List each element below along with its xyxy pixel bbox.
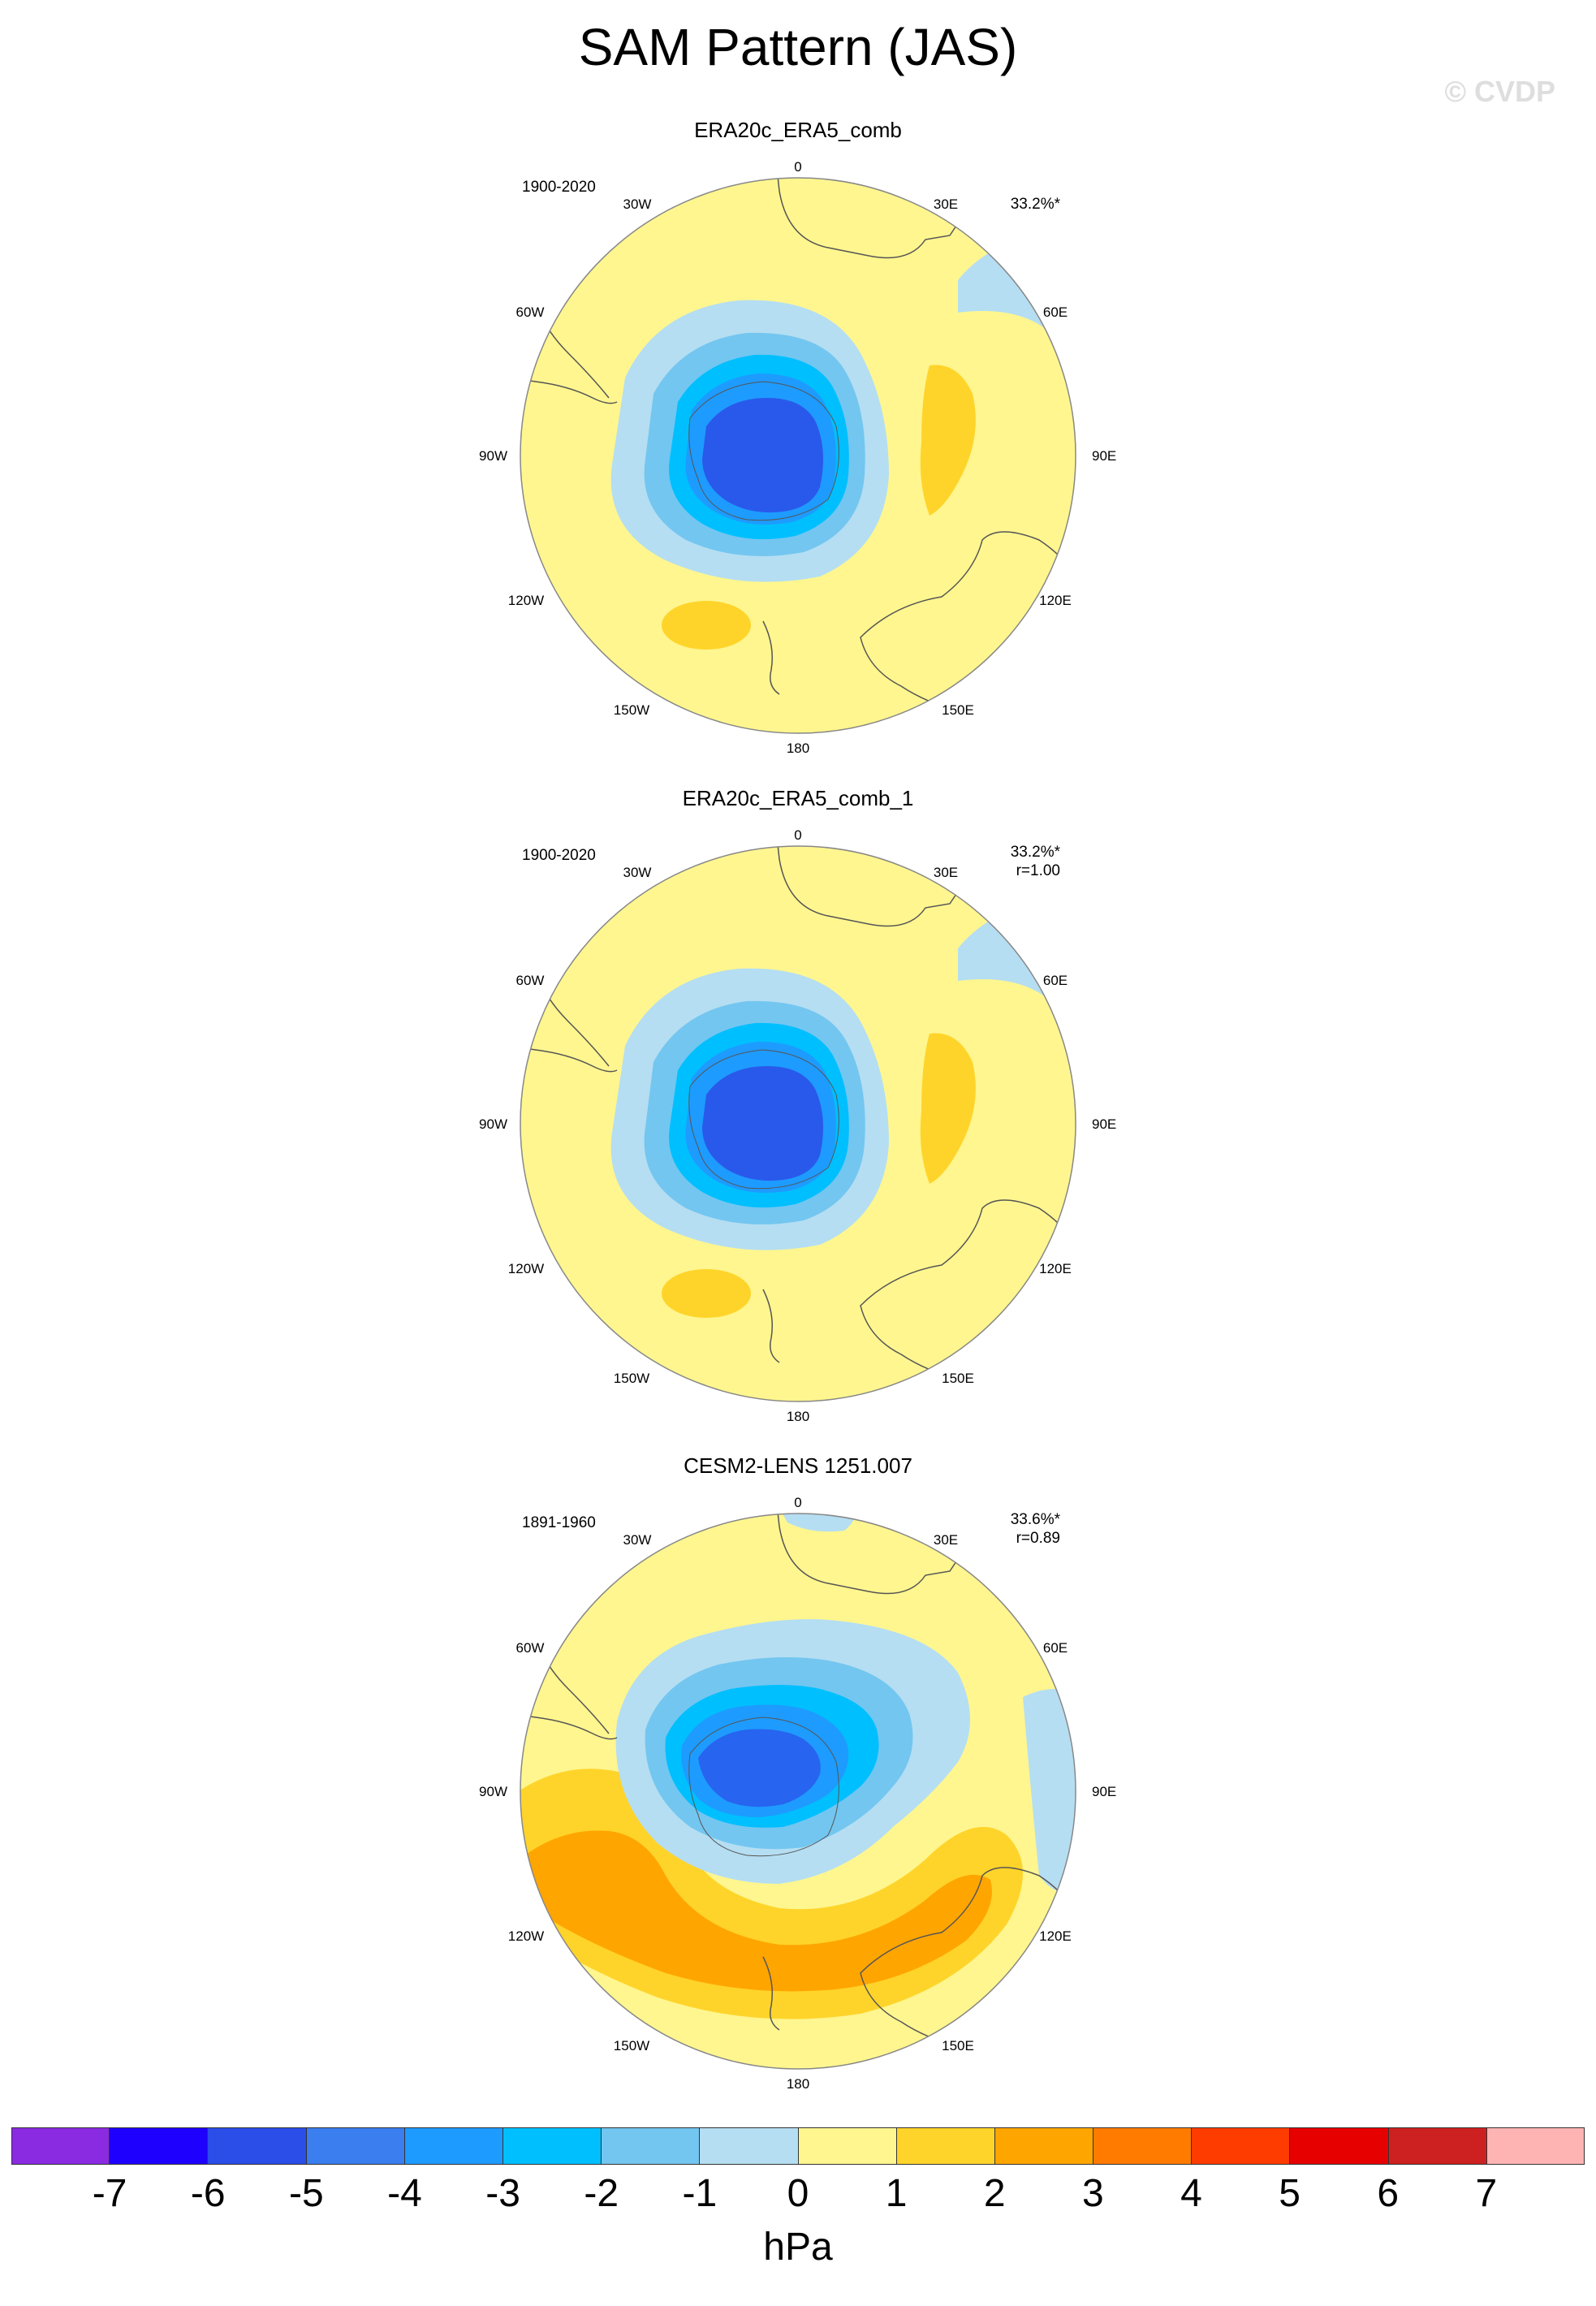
lon-label: 180: [787, 741, 809, 756]
lon-label: 90E: [1092, 448, 1116, 464]
polar-map: 0 30E 60E 90E 120E 150E 180 150W 120W 90…: [479, 159, 1116, 756]
colorbar-tick-label: 7: [1475, 2172, 1498, 2215]
lon-label: 120W: [508, 1928, 544, 1944]
colorbar-swatch: [700, 2127, 799, 2165]
panel-title: ERA20c_ERA5_comb: [694, 118, 902, 142]
lon-label: 90W: [479, 1116, 507, 1132]
colorbar-tick-label: 3: [1082, 2172, 1104, 2215]
colorbar-swatch: [208, 2127, 307, 2165]
colorbar-tick-label: -2: [584, 2172, 619, 2215]
lon-label: 30E: [934, 196, 958, 212]
variance-label: 33.2%*: [1010, 196, 1060, 213]
longitude-labels: 0 30E 60E 90E 120E 150E 180 150W 120W 90…: [479, 1495, 1116, 2092]
longitude-labels: 0 30E 60E 90E 120E 150E 180 150W 120W 90…: [479, 827, 1116, 1424]
colorbar: [11, 2127, 1585, 2165]
colorbar-tick-label: -7: [92, 2172, 127, 2215]
colorbar-swatch: [1486, 2127, 1585, 2165]
lon-label: 150E: [942, 702, 974, 718]
colorbar-swatch: [503, 2127, 602, 2165]
figure-title: SAM Pattern (JAS): [578, 18, 1018, 76]
lon-label: 90W: [479, 448, 507, 464]
colorbar-tick-label: -1: [682, 2172, 718, 2215]
lon-label: 30W: [623, 196, 652, 212]
colorbar-swatch: [896, 2127, 995, 2165]
map-panel-1: ERA20c_ERA5_comb 1900-2020 33.2%* 0: [0, 118, 1596, 767]
lon-label: 60E: [1043, 1640, 1068, 1656]
lon-label: 150W: [614, 1371, 649, 1386]
lon-label: 30E: [934, 865, 958, 880]
panel-title: CESM2-LENS 1251.007: [684, 1453, 912, 1478]
colorbar-swatch: [1093, 2127, 1193, 2165]
lon-label: 120E: [1039, 1261, 1072, 1276]
lon-label: 90E: [1092, 1116, 1116, 1132]
lon-label: 30W: [623, 865, 652, 880]
colorbar-tick-label: 5: [1279, 2172, 1301, 2215]
variance-value: 33.6%*: [1010, 1511, 1060, 1528]
lon-label: 120W: [508, 1261, 544, 1276]
colorbar-tick-label: -5: [289, 2172, 324, 2215]
map-panel-3: CESM2-LENS 1251.007 1891-1960 33.6%* r=0…: [0, 1453, 1596, 2103]
lon-label: 60W: [516, 1640, 545, 1656]
lon-label: 60W: [516, 304, 545, 320]
colorbar-units: hPa: [763, 2226, 833, 2269]
colorbar-tick-label: 1: [885, 2172, 908, 2215]
colorbar-swatch: [1388, 2127, 1487, 2165]
colorbar-tick-label: -3: [485, 2172, 520, 2215]
lon-label: 60E: [1043, 304, 1068, 320]
lon-label: 0: [794, 159, 801, 175]
lon-label: 150W: [614, 2038, 649, 2053]
period-label: 1900-2020: [522, 847, 596, 864]
copyright-label: © CVDP: [1444, 75, 1555, 108]
colorbar-swatch: [602, 2127, 701, 2165]
panel-title: ERA20c_ERA5_comb_1: [682, 786, 914, 810]
colorbar-tick-label: -6: [190, 2172, 226, 2215]
lon-label: 90W: [479, 1784, 507, 1799]
lon-label: 120W: [508, 593, 544, 608]
colorbar-swatch: [798, 2127, 897, 2165]
variance-label: 33.2%* r=1.00: [1011, 843, 1060, 880]
lon-label: 0: [794, 1495, 801, 1510]
variance-label: 33.6%* r=0.89: [1011, 1510, 1060, 1548]
colorbar-swatch: [1290, 2127, 1389, 2165]
colorbar-swatch: [1192, 2127, 1291, 2165]
colorbar-swatch: [11, 2127, 110, 2165]
colorbar-swatch: [404, 2127, 503, 2165]
lon-label: 150W: [614, 702, 649, 718]
longitude-labels: 0 30E 60E 90E 120E 150E 180 150W 120W 90…: [479, 159, 1116, 756]
lon-label: 60E: [1043, 973, 1068, 988]
lon-label: 120E: [1039, 1928, 1072, 1944]
lon-label: 150E: [942, 2038, 974, 2053]
lon-label: 150E: [942, 1371, 974, 1386]
colorbar-labels: -7 -6 -5 -4 -3 -2 -1 0 1 2 3 4 5 6 7: [0, 2170, 1596, 2218]
colorbar-tick-label: 0: [787, 2172, 809, 2215]
polar-map: 0 30E 60E 90E 120E 150E 180 150W 120W 90…: [479, 1495, 1116, 2092]
variance-value: 33.2%*: [1010, 844, 1060, 861]
colorbar-swatch: [994, 2127, 1094, 2165]
colorbar-tick-label: 2: [983, 2172, 1006, 2215]
lon-label: 30W: [623, 1532, 652, 1548]
lon-label: 120E: [1039, 593, 1072, 608]
period-label: 1900-2020: [522, 179, 596, 196]
colorbar-swatch: [306, 2127, 405, 2165]
period-label: 1891-1960: [522, 1514, 596, 1531]
correlation-value: r=1.00: [1016, 862, 1060, 879]
polar-map: 0 30E 60E 90E 120E 150E 180 150W 120W 90…: [479, 827, 1116, 1424]
lon-label: 0: [794, 827, 801, 843]
colorbar-tick-label: -4: [387, 2172, 422, 2215]
map-panel-2: ERA20c_ERA5_comb_1 1900-2020 33.2%* r=1.…: [0, 786, 1596, 1436]
colorbar-swatch: [110, 2127, 209, 2165]
lon-label: 60W: [516, 973, 545, 988]
lon-label: 30E: [934, 1532, 958, 1548]
colorbar-tick-label: 4: [1180, 2172, 1202, 2215]
lon-label: 180: [787, 1409, 809, 1424]
correlation-value: r=0.89: [1016, 1530, 1060, 1547]
lon-label: 180: [787, 2076, 809, 2092]
colorbar-tick-label: 6: [1377, 2172, 1400, 2215]
lon-label: 90E: [1092, 1784, 1116, 1799]
